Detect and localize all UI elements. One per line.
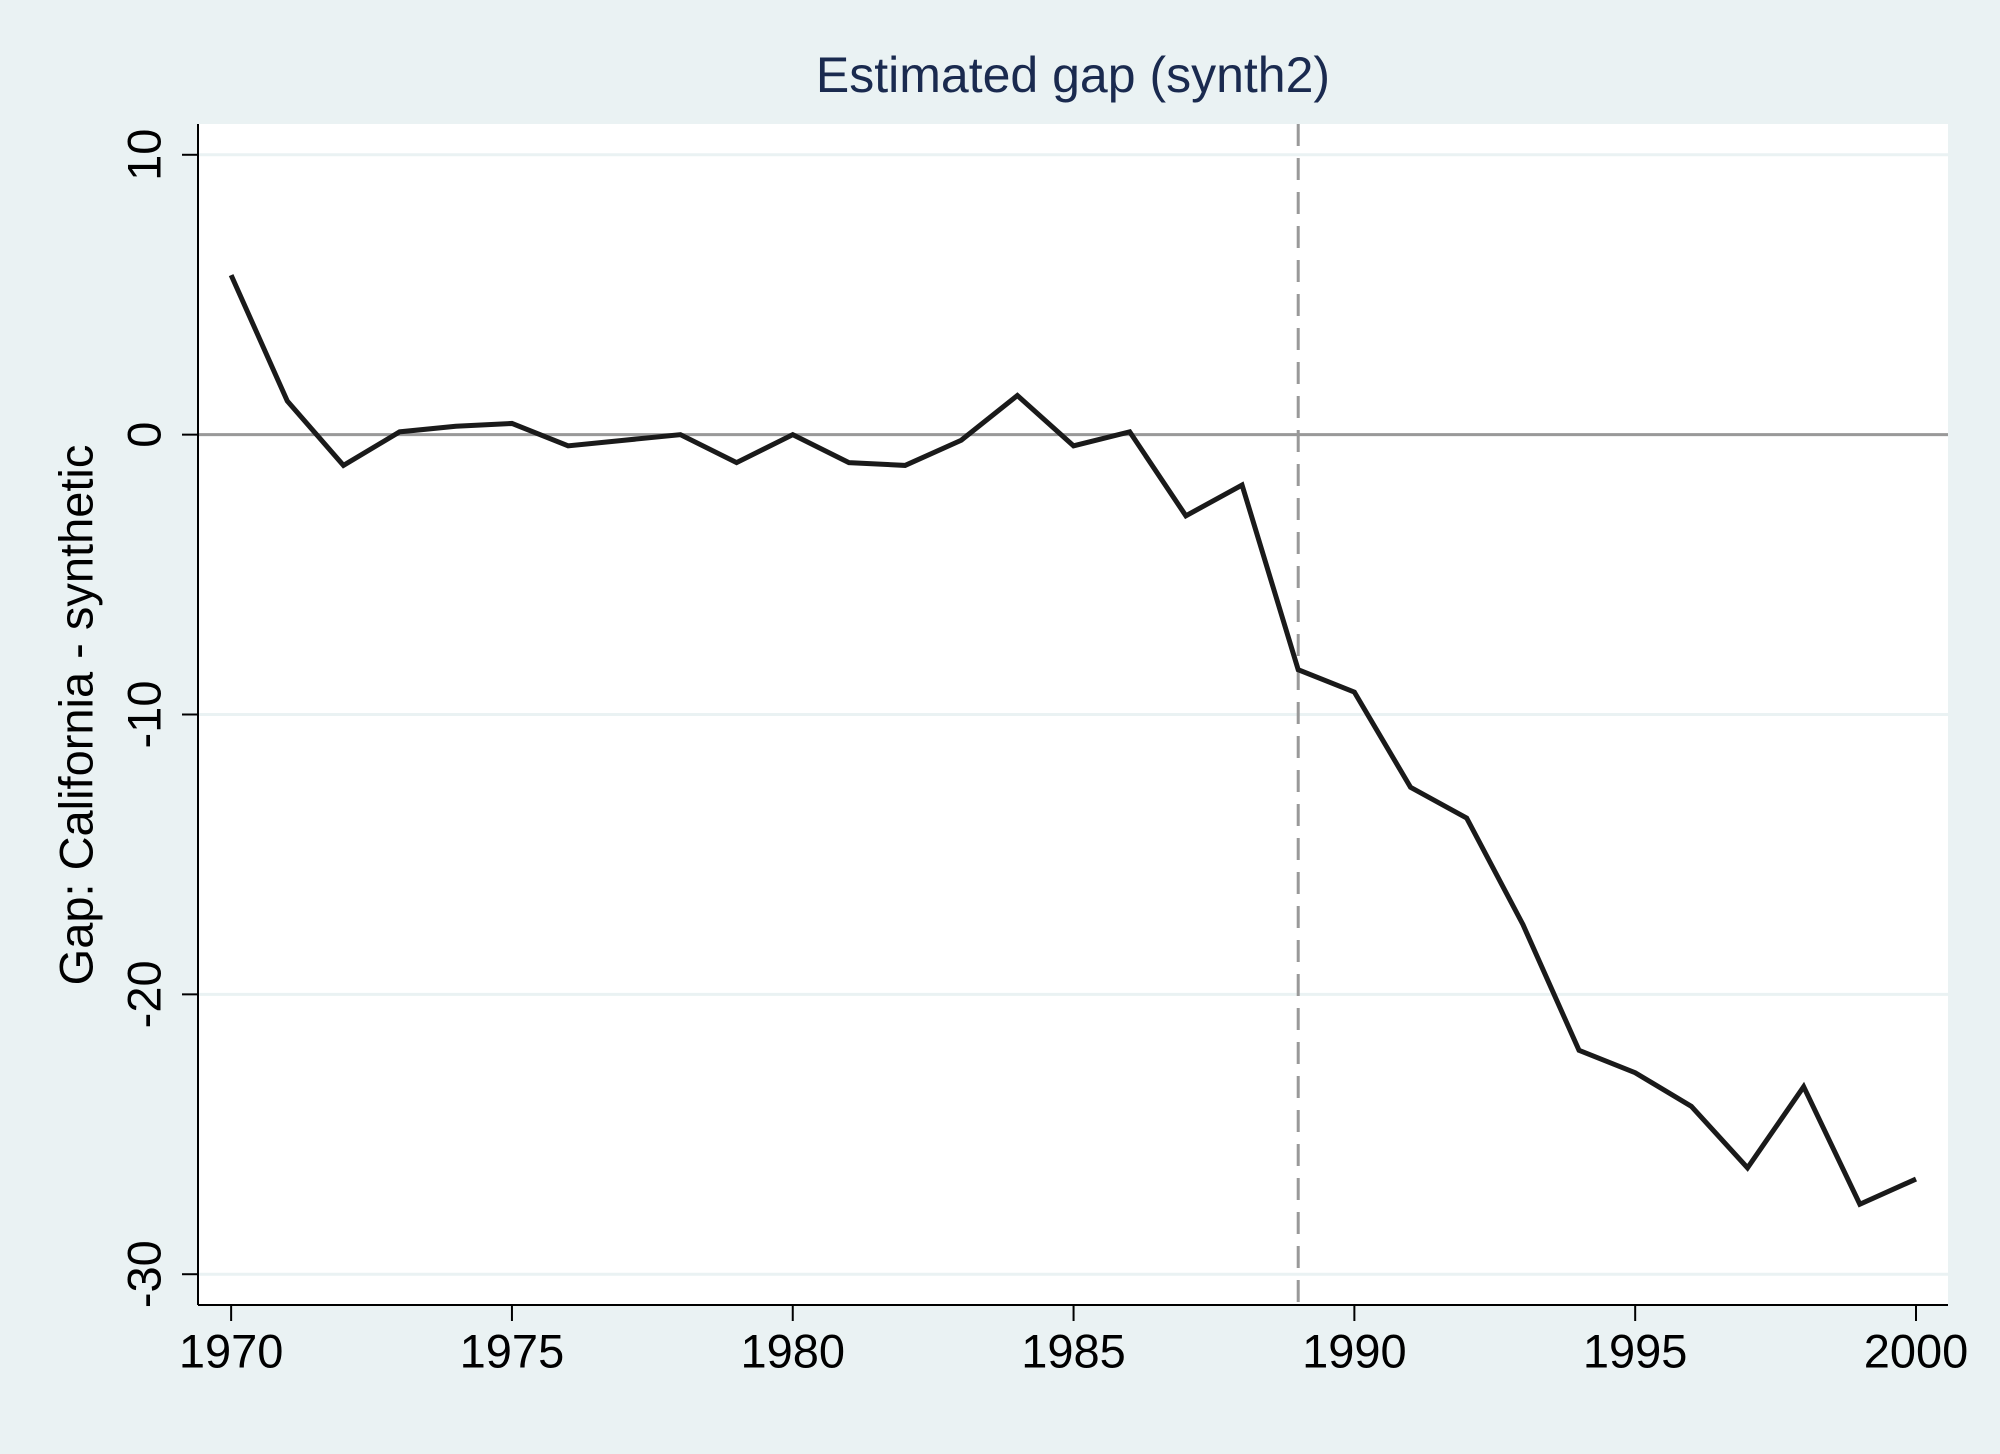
y-tick-label: 0 <box>117 422 170 448</box>
y-tick-label: -10 <box>117 681 170 749</box>
data-line <box>228 274 1918 1208</box>
x-tick-label: 1995 <box>1583 1324 1688 1377</box>
chart-title: Estimated gap (synth2) <box>816 47 1330 103</box>
x-tick-label: 1985 <box>1021 1324 1126 1377</box>
x-tick-label: 2000 <box>1864 1324 1969 1377</box>
x-tick-label: 1980 <box>740 1324 845 1377</box>
x-tick-label: 1975 <box>460 1324 565 1377</box>
x-tick-label: 1990 <box>1302 1324 1407 1377</box>
x-tick-label: 1970 <box>179 1324 284 1377</box>
y-tick-label: 10 <box>117 129 170 181</box>
y-tick-label: -20 <box>117 960 170 1028</box>
y-tick-label: -30 <box>117 1240 170 1308</box>
y-axis-label: Gap: California - synthetic <box>49 445 102 986</box>
